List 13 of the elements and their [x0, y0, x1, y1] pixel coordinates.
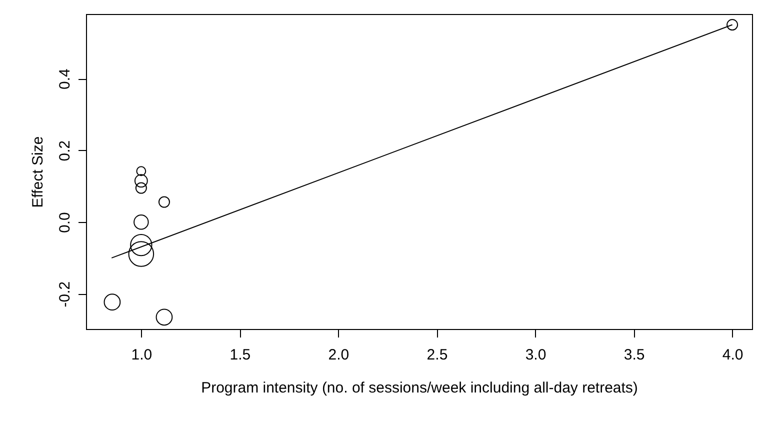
x-tick-label: 1.5 — [230, 346, 251, 364]
y-tick-label: 0.4 — [56, 68, 74, 90]
x-tick-label: 1.0 — [131, 346, 152, 364]
x-tick-label: 3.5 — [624, 346, 645, 364]
x-tick-label: 4.0 — [722, 346, 744, 364]
x-tick-label: 2.5 — [426, 346, 448, 364]
y-tick-label: 0.2 — [56, 140, 74, 162]
y-tick-label: 0.0 — [56, 212, 74, 234]
x-axis-title: Program intensity (no. of sessions/week including all-day retreats) — [201, 380, 638, 396]
y-axis-title: Effect Size — [30, 136, 46, 208]
y-tick-label: -0.2 — [56, 281, 74, 308]
x-tick-label: 2.0 — [328, 346, 350, 364]
x-tick-label: 3.0 — [525, 346, 546, 364]
